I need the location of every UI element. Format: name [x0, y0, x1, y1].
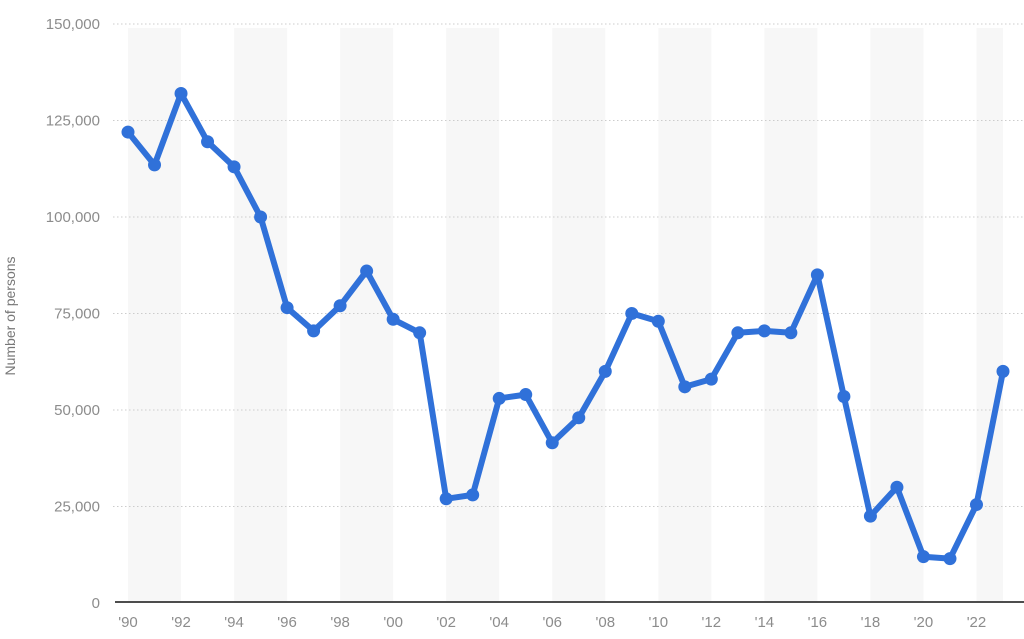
- data-point-2018[interactable]: [863, 509, 877, 523]
- data-point-2009[interactable]: [625, 307, 639, 320]
- background-band: [764, 28, 818, 601]
- data-point-1994[interactable]: [227, 160, 241, 174]
- data-point-1997[interactable]: [307, 324, 321, 338]
- data-point-1992[interactable]: [174, 86, 188, 100]
- data-point-2011[interactable]: [678, 380, 692, 394]
- data-point-2022[interactable]: [969, 498, 983, 512]
- x-tick-label: '10: [649, 614, 669, 631]
- data-point-1999[interactable]: [360, 264, 374, 278]
- data-point-2004[interactable]: [492, 391, 506, 405]
- data-point-2015[interactable]: [784, 326, 798, 340]
- x-tick-label: '12: [702, 614, 722, 631]
- x-tick-label: '14: [755, 614, 775, 631]
- data-point-2014[interactable]: [757, 324, 771, 338]
- background-band: [234, 28, 288, 601]
- y-tick-label: 150,000: [46, 16, 100, 33]
- data-point-1990[interactable]: [121, 125, 135, 139]
- data-point-2006[interactable]: [545, 436, 559, 450]
- y-tick-label: 75,000: [54, 306, 100, 323]
- data-point-1993[interactable]: [201, 135, 215, 149]
- data-point-2013[interactable]: [731, 326, 745, 340]
- x-tick-label: '22: [967, 614, 987, 631]
- background-band: [552, 28, 606, 601]
- x-tick-label: '06: [542, 614, 562, 631]
- y-tick-label: 125,000: [46, 113, 100, 130]
- data-point-2002[interactable]: [439, 492, 453, 506]
- data-point-2010[interactable]: [651, 314, 665, 328]
- data-point-2016[interactable]: [810, 268, 824, 282]
- x-tick-label: '04: [489, 614, 509, 631]
- x-tick-label: '08: [595, 614, 615, 631]
- background-band: [976, 28, 1003, 601]
- x-tick-label: '92: [171, 614, 191, 631]
- data-point-2021[interactable]: [943, 552, 957, 566]
- data-point-2012[interactable]: [704, 372, 718, 386]
- data-point-1995[interactable]: [254, 210, 268, 224]
- background-band: [658, 28, 712, 601]
- background-band: [446, 28, 500, 601]
- background-band: [870, 28, 924, 601]
- x-tick-label: '98: [330, 614, 350, 631]
- data-point-2017[interactable]: [837, 389, 851, 403]
- x-tick-label: '02: [436, 614, 456, 631]
- data-point-1996[interactable]: [280, 301, 294, 315]
- data-point-2003[interactable]: [466, 488, 480, 502]
- data-point-2001[interactable]: [413, 326, 427, 340]
- data-point-2007[interactable]: [572, 411, 586, 425]
- x-tick-label: '16: [808, 614, 828, 631]
- data-point-2008[interactable]: [598, 364, 612, 378]
- y-tick-label: 0: [92, 595, 100, 612]
- data-point-2019[interactable]: [890, 480, 904, 494]
- data-line: [125, 90, 1006, 562]
- x-tick-label: '94: [224, 614, 244, 631]
- background-band: [340, 28, 394, 601]
- y-axis-title: Number of persons: [2, 256, 18, 375]
- y-tick-label: 50,000: [54, 402, 100, 419]
- data-point-1998[interactable]: [333, 299, 347, 313]
- data-point-2020[interactable]: [916, 550, 930, 564]
- y-tick-label: 100,000: [46, 209, 100, 226]
- x-tick-label: '20: [914, 614, 934, 631]
- x-tick-label: '18: [861, 614, 881, 631]
- data-point-2000[interactable]: [386, 312, 400, 326]
- x-tick-label: '00: [383, 614, 403, 631]
- data-point-1991[interactable]: [148, 158, 162, 172]
- y-tick-label: 25,000: [54, 499, 100, 516]
- x-tick-label: '96: [277, 614, 297, 631]
- data-point-2023[interactable]: [996, 364, 1010, 378]
- x-tick-label: '90: [118, 614, 138, 631]
- data-point-2005[interactable]: [519, 388, 533, 402]
